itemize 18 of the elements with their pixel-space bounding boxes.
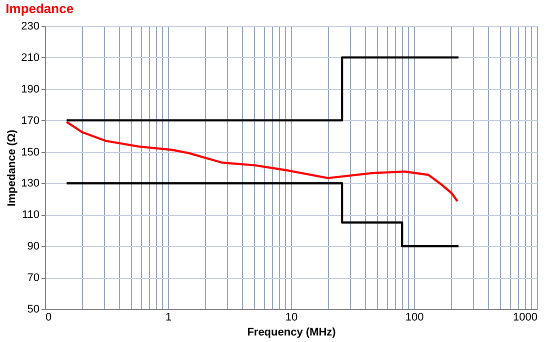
x-tick-label: 1000 <box>513 312 538 324</box>
y-tick-label: 50 <box>27 304 40 316</box>
chart-title: Impedance <box>6 1 74 16</box>
y-tick-label: 230 <box>21 20 40 32</box>
y-tick-label: 110 <box>22 209 40 222</box>
y-tick-label: 170 <box>21 114 40 127</box>
y-tick-label: 210 <box>21 52 40 64</box>
y-tick-label: 70 <box>27 272 40 284</box>
x-tick-label: 1 <box>165 312 172 324</box>
x-axis-title: Frequency (MHz) <box>247 326 336 338</box>
y-axis-title: Impedance (Ω) <box>6 129 18 206</box>
y-tick-label: 150 <box>21 146 40 158</box>
x-tick-label: 100 <box>405 312 424 324</box>
y-tick-label: 190 <box>21 83 40 96</box>
y-tick-label: 130 <box>21 178 40 190</box>
x-tick-label: 0 <box>46 312 52 324</box>
y-tick-label: 90 <box>27 240 40 253</box>
x-tick-label: 10 <box>285 312 298 324</box>
